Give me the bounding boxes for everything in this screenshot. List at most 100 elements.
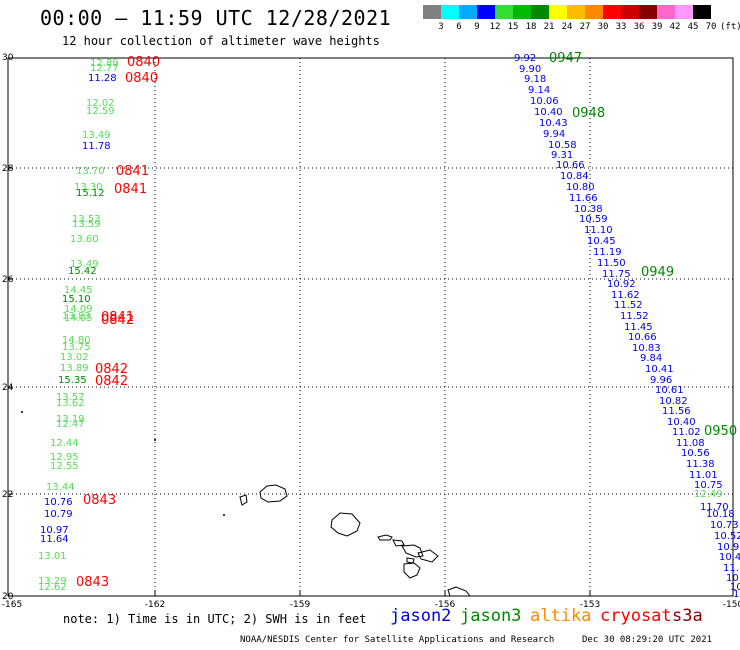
swh-label-jason2: 10.84 xyxy=(560,171,589,182)
swh-label-jason2: 10.79 xyxy=(44,509,73,520)
swh-label-jason2: 10.38 xyxy=(574,204,603,215)
island-outline xyxy=(377,534,393,541)
island-outline xyxy=(330,512,361,537)
swh-label-jason3-light: 14.80 xyxy=(62,335,91,346)
scale-swatch xyxy=(693,5,711,19)
swh-label-jason3-light: 13.83 xyxy=(62,311,91,322)
swh-label-jason2: 10.59 xyxy=(579,214,608,225)
scale-label: 21 xyxy=(543,22,555,32)
swh-label-jason2: 9.14 xyxy=(528,85,550,96)
scale-swatch xyxy=(477,5,495,19)
swh-label-jason3-light: 13.19 xyxy=(56,414,85,425)
time-label-jason3: 0948 xyxy=(572,106,605,121)
swh-label-jason2: 10.82 xyxy=(659,396,688,407)
legend-jason2: jason2 xyxy=(390,606,452,626)
time-label-cryosat: 0843 xyxy=(83,493,116,508)
scale-label: 70 xyxy=(705,22,717,32)
scale-swatch xyxy=(513,5,531,19)
swh-label-jason2: 10.4 xyxy=(719,552,740,563)
island-outline xyxy=(401,544,424,558)
swh-label-jason2: 11.75 xyxy=(602,269,631,280)
swh-label-jason2: 11.19 xyxy=(593,247,622,258)
island-outline xyxy=(403,562,421,579)
swh-label-jason3-light: 13.02 xyxy=(60,352,89,363)
swh-label-jason2: 10.97 xyxy=(40,525,69,536)
scale-swatch xyxy=(567,5,585,19)
swh-label-jason2: 10.75 xyxy=(694,480,723,491)
scale-label: (ft) xyxy=(720,22,740,32)
map-grid xyxy=(7,57,734,597)
island-dot xyxy=(154,439,156,441)
island-outline xyxy=(259,484,288,503)
scale-label: 45 xyxy=(687,22,699,32)
swh-label-jason3: 15.10 xyxy=(62,294,91,305)
swh-label-jason3-light: 13.49 xyxy=(82,130,111,141)
swh-label-jason3-light: 13.89 xyxy=(60,363,89,374)
scale-swatch xyxy=(549,5,567,19)
lon-tick-label: -159 xyxy=(290,600,311,610)
scale-label: 39 xyxy=(651,22,663,32)
island-dot xyxy=(223,514,225,516)
swh-label-jason2: 10.76 xyxy=(44,497,73,508)
scale-label: 33 xyxy=(615,22,627,32)
scale-swatch xyxy=(657,5,675,19)
lon-tick-label: -165 xyxy=(2,600,22,610)
swh-label-jason2: 9.31 xyxy=(551,150,573,161)
legend-cryosat: cryosat xyxy=(600,606,672,626)
swh-label-jason2: 11.78 xyxy=(82,141,111,152)
swh-label-jason3-light: 14.09 xyxy=(64,304,93,315)
island-outline xyxy=(447,586,472,597)
swh-label-jason3-light: 12.62 xyxy=(38,582,67,593)
swh-label-jason2: 9.84 xyxy=(640,353,662,364)
scale-label: 36 xyxy=(633,22,645,32)
swh-label-jason2: 11. xyxy=(723,563,739,574)
swh-label-jason2: 11.66 xyxy=(569,193,598,204)
lat-tick-label: 28 xyxy=(2,164,14,174)
legend-s3a: s3a xyxy=(672,606,703,626)
swh-label-jason3-light: 13.01 xyxy=(38,551,67,562)
legend-altika: altika xyxy=(530,606,592,626)
lat-tick-label: 30 xyxy=(2,53,14,63)
swh-label-jason2: 10 xyxy=(730,582,740,593)
swh-label-jason3-light: 12.95 xyxy=(50,452,79,463)
lat-tick-label: 22 xyxy=(2,490,13,500)
swh-label-jason3-light: 13.29 xyxy=(38,576,67,587)
swh-label-jason2: 11.50 xyxy=(597,258,626,269)
swh-label-jason3-light: 13.70 xyxy=(76,166,105,177)
swh-label-jason3-light: 14.45 xyxy=(64,285,93,296)
scale-swatch xyxy=(675,5,693,19)
swh-label-jason2: 11.08 xyxy=(676,438,705,449)
footnote: note: 1) Time is in UTC; 2) SWH is in fe… xyxy=(63,612,367,626)
swh-label-jason3-light: 12.77 xyxy=(90,63,119,74)
time-label-cryosat: 0841 xyxy=(101,310,134,325)
map-frame xyxy=(7,57,734,597)
page-subtitle: 12 hour collection of altimeter wave hei… xyxy=(62,34,380,48)
axis-tick-labels: -165 -162 -159 -156 -153 -150 30 28 26 24 22 20 xyxy=(2,53,740,610)
swh-label-jason2: 10.80 xyxy=(566,182,595,193)
swh-label-jason2: 9.94 xyxy=(543,129,565,140)
swh-label-jason3: 15.12 xyxy=(76,188,105,199)
swh-label-jason2: 1 xyxy=(733,589,739,600)
swh-label-jason2: 10.91 xyxy=(717,542,740,553)
scale-label: 30 xyxy=(597,22,609,32)
scale-label: 27 xyxy=(579,22,591,32)
swh-label-jason3-light: 12.02 xyxy=(86,98,115,109)
swh-label-jason2: 9.92 xyxy=(514,53,536,64)
swh-label-jason2: 10.56 xyxy=(681,448,710,459)
time-label-cryosat: 0840 xyxy=(127,55,160,70)
time-label-jason3: 0950 xyxy=(704,424,737,439)
scale-swatch xyxy=(423,5,441,19)
scale-label: 12 xyxy=(489,22,501,32)
swh-label-jason3-light: 12.47 xyxy=(56,419,85,430)
swh-label-jason3-light: 12.59 xyxy=(86,106,115,117)
map-border xyxy=(7,57,734,597)
swh-label-jason2: 11.56 xyxy=(662,406,691,417)
swh-label-jason2: 10.92 xyxy=(607,279,636,290)
scale-label: 6 xyxy=(456,22,462,32)
swh-label-jason3-light: 13.75 xyxy=(62,342,91,353)
swh-label-jason3-light: 14.05 xyxy=(64,313,93,324)
swh-label-jason2: 11.52 xyxy=(614,300,643,311)
swh-label-jason2: 10.43 xyxy=(539,118,568,129)
